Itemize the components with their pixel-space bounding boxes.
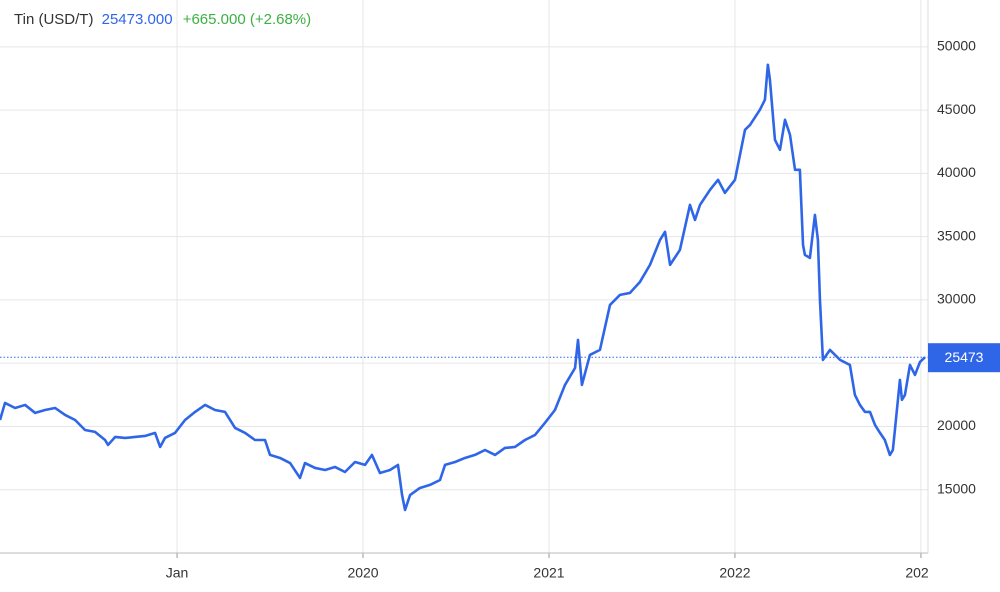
y-tick-label: 35000 xyxy=(937,227,976,243)
instrument-name: Tin (USD/T) xyxy=(14,11,93,28)
x-axis-labels: Jan 2020 2021 2022 2023 xyxy=(166,565,936,581)
change: +665.000 (+2.68%) xyxy=(183,11,311,28)
x-tick-label: Jan xyxy=(166,565,189,581)
y-tick-label: 40000 xyxy=(937,164,976,180)
last-price-box xyxy=(928,343,1000,373)
y-tick-label: 30000 xyxy=(937,291,976,307)
grid xyxy=(0,0,929,558)
y-tick-label: 15000 xyxy=(937,480,976,496)
y-tick-label: 50000 xyxy=(937,38,976,54)
x-tick-label: 2021 xyxy=(533,565,564,581)
y-tick-label: 45000 xyxy=(937,101,976,117)
price: 25473.000 xyxy=(102,11,173,28)
last-price-label: 25473 xyxy=(945,349,984,365)
x-tick-label: 2020 xyxy=(347,565,378,581)
x-tick-label: 2023 xyxy=(905,565,936,581)
x-tick-label: 2022 xyxy=(719,565,750,581)
price-line-series xyxy=(0,63,926,512)
marks xyxy=(0,63,928,512)
header: Tin (USD/T) 25473.000 +665.000 (+2.68%) xyxy=(14,11,311,28)
y-tick-label: 20000 xyxy=(937,417,976,433)
